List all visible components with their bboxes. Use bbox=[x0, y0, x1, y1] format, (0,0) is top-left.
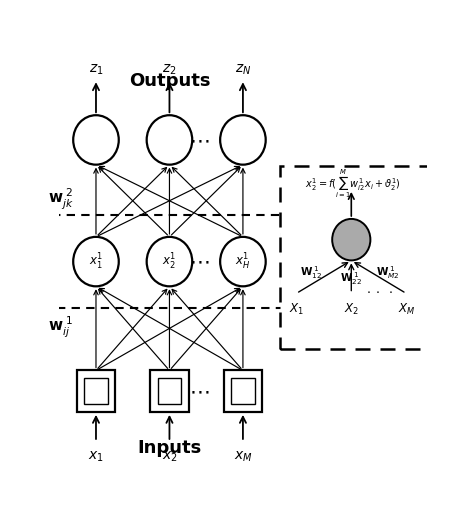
Text: $z_2$: $z_2$ bbox=[162, 63, 177, 77]
Text: $x_2^1$: $x_2^1$ bbox=[162, 252, 177, 271]
FancyBboxPatch shape bbox=[224, 370, 262, 412]
Text: $\cdots$: $\cdots$ bbox=[189, 252, 209, 271]
Text: $x_1$: $x_1$ bbox=[88, 450, 104, 464]
FancyBboxPatch shape bbox=[158, 378, 181, 404]
Text: $\cdots$: $\cdots$ bbox=[189, 130, 209, 150]
Circle shape bbox=[146, 237, 192, 286]
Text: $x_M$: $x_M$ bbox=[234, 450, 252, 464]
Text: $x_2^1 = f(\sum_{i=1}^{M} w_{i2}^1 x_i + \vartheta_2^1)$: $x_2^1 = f(\sum_{i=1}^{M} w_{i2}^1 x_i +… bbox=[305, 167, 401, 200]
Text: $\mathbf{w}_{ij}^{\;1}$: $\mathbf{w}_{ij}^{\;1}$ bbox=[48, 315, 73, 340]
Text: $x_1^1$: $x_1^1$ bbox=[89, 252, 103, 271]
FancyBboxPatch shape bbox=[84, 378, 108, 404]
Circle shape bbox=[332, 219, 370, 261]
FancyBboxPatch shape bbox=[77, 370, 115, 412]
Text: $\cdots$: $\cdots$ bbox=[189, 381, 209, 401]
Circle shape bbox=[73, 115, 119, 165]
Text: $\cdot\;\cdot\;\cdot$: $\cdot\;\cdot\;\cdot$ bbox=[366, 285, 393, 298]
Text: $X_2$: $X_2$ bbox=[344, 303, 359, 318]
FancyBboxPatch shape bbox=[231, 378, 255, 404]
Text: $\mathbf{W}_{M2}^{\;1}$: $\mathbf{W}_{M2}^{\;1}$ bbox=[376, 264, 400, 281]
Text: $\mathbf{w}_{jk}^{\;2}$: $\mathbf{w}_{jk}^{\;2}$ bbox=[48, 187, 74, 212]
Text: $\mathbf{W}_{22}^{\;1}$: $\mathbf{W}_{22}^{\;1}$ bbox=[340, 270, 362, 287]
Text: $x_H^1$: $x_H^1$ bbox=[235, 252, 251, 271]
FancyBboxPatch shape bbox=[150, 370, 189, 412]
Text: Outputs: Outputs bbox=[129, 72, 210, 90]
Text: Inputs: Inputs bbox=[137, 439, 201, 457]
Text: $z_N$: $z_N$ bbox=[235, 63, 251, 77]
Circle shape bbox=[146, 115, 192, 165]
Text: $z_1$: $z_1$ bbox=[89, 63, 103, 77]
Circle shape bbox=[73, 237, 119, 286]
Circle shape bbox=[220, 115, 266, 165]
Text: $\mathbf{W}_{12}^{\;1}$: $\mathbf{W}_{12}^{\;1}$ bbox=[300, 264, 322, 281]
Bar bbox=[280, 166, 428, 349]
Text: $x_2$: $x_2$ bbox=[162, 450, 177, 464]
Circle shape bbox=[220, 237, 266, 286]
Bar bbox=[57, 215, 282, 308]
Text: $X_1$: $X_1$ bbox=[289, 303, 304, 318]
Text: $X_M$: $X_M$ bbox=[398, 303, 415, 318]
